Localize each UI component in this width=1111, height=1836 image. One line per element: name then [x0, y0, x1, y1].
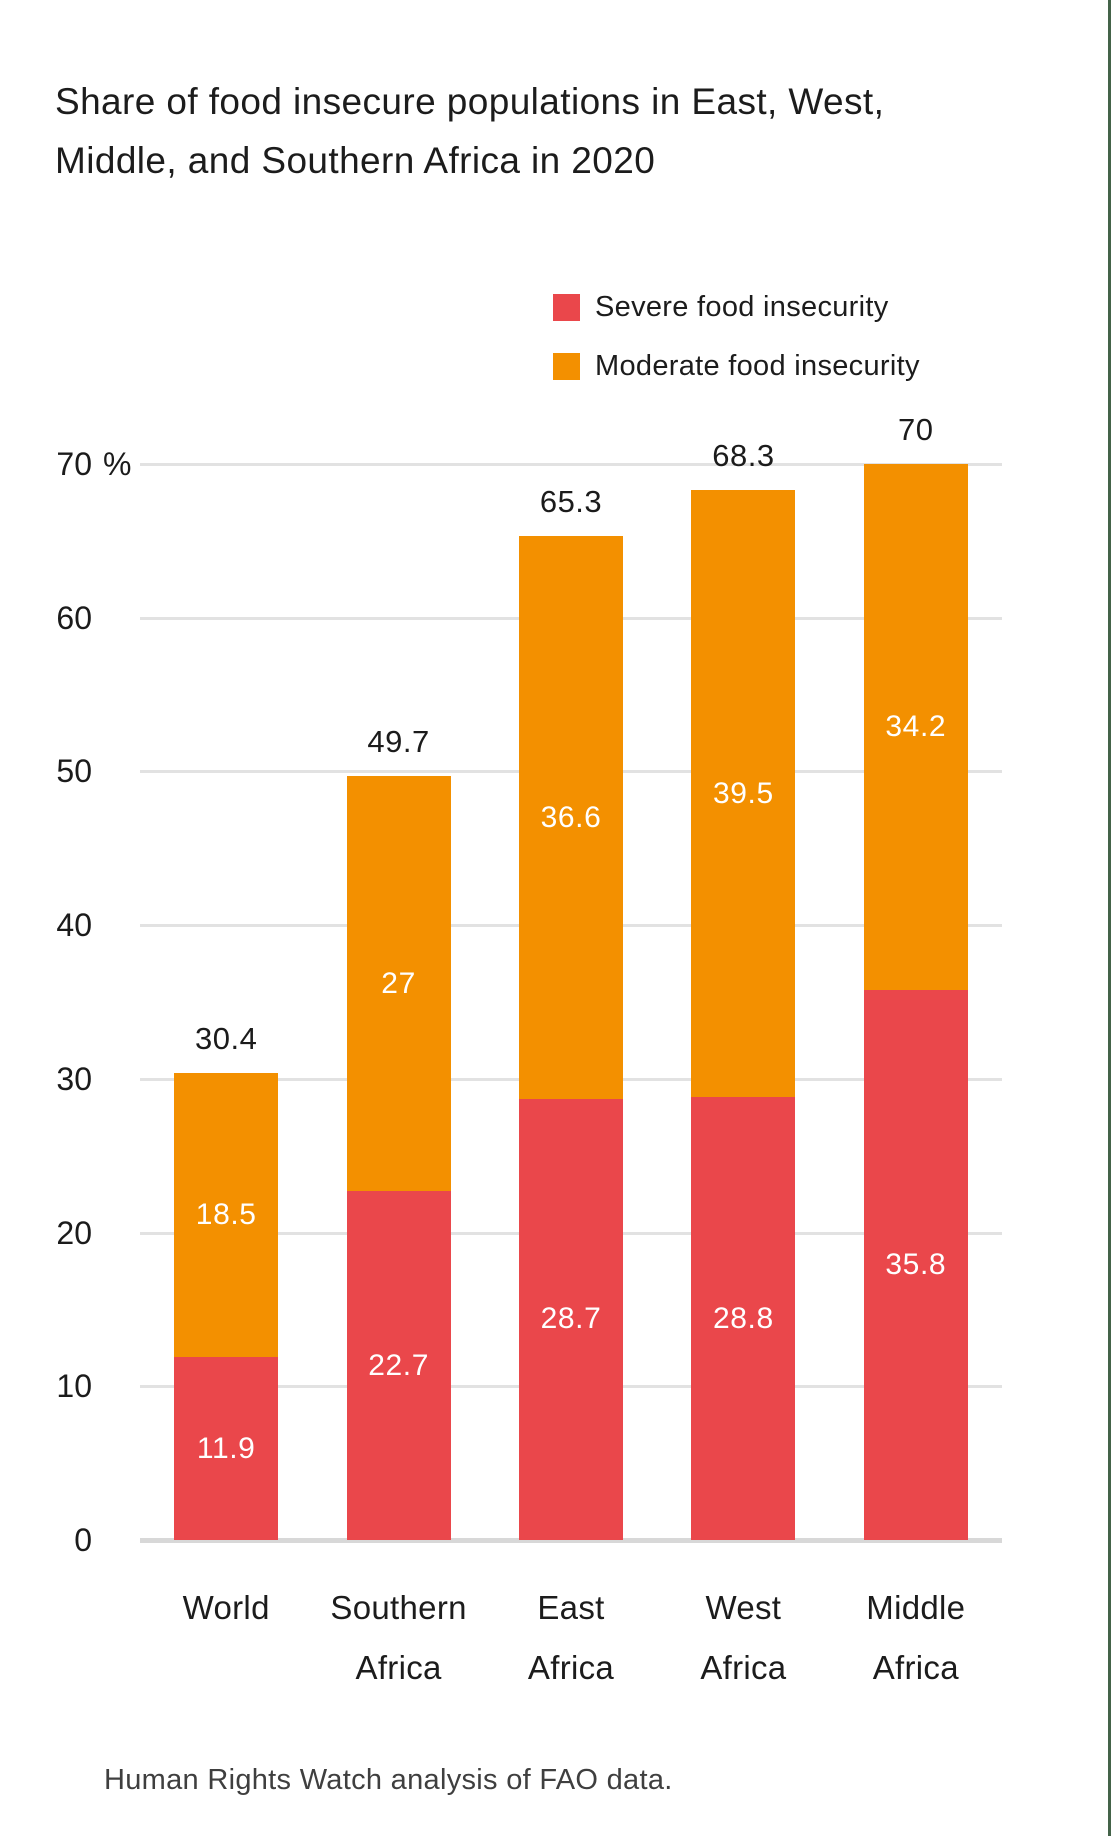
- y-axis-tick-label: 10: [56, 1368, 92, 1405]
- severe-bar-segment: 22.7: [346, 1191, 451, 1540]
- x-axis-category-label: Southern Africa: [330, 1589, 467, 1686]
- severe-color-swatch: [553, 293, 580, 321]
- source-note: Human Rights Watch analysis of FAO data.: [104, 1764, 673, 1796]
- bar-total-label: 65.3: [539, 484, 603, 520]
- legend-item-moderate: Moderate food insecurity: [553, 345, 920, 387]
- severe-bar-segment: 28.7: [519, 1098, 623, 1540]
- legend-label-moderate: Moderate food insecurity: [595, 349, 920, 382]
- severe-bar-segment: 11.9: [174, 1357, 279, 1540]
- x-axis-baseline: [140, 1538, 1002, 1543]
- moderate-bar-segment: 34.2: [863, 464, 968, 990]
- segment-value-label: 22.7: [368, 1348, 429, 1382]
- gridline: [140, 463, 1002, 466]
- segment-value-label: 39.5: [712, 776, 774, 810]
- y-axis-tick-label: 50: [56, 753, 92, 790]
- segment-value-label: 34.2: [885, 709, 947, 743]
- x-axis-category-label: West Africa: [700, 1589, 787, 1686]
- moderate-color-swatch: [553, 352, 580, 380]
- page-right-border: [1108, 0, 1111, 1836]
- segment-value-label: 28.7: [540, 1302, 602, 1336]
- bar-total-label: 49.7: [367, 724, 430, 760]
- segment-value-label: 28.8: [712, 1301, 774, 1335]
- legend-item-severe: Severe food insecurity: [553, 286, 920, 328]
- y-axis-tick-label: 40: [56, 907, 92, 944]
- severe-bar-segment: 28.8: [691, 1097, 796, 1540]
- bar-total-label: 30.4: [195, 1020, 258, 1056]
- bar-total-label: 68.3: [712, 438, 775, 474]
- y-axis-tick-label: 70: [56, 446, 92, 482]
- moderate-bar-segment: 27: [346, 776, 451, 1192]
- y-axis-unit-label: %: [103, 446, 132, 482]
- y-axis-tick-label: 20: [56, 1214, 92, 1251]
- severe-bar-segment: 35.8: [863, 989, 968, 1540]
- x-axis-category-label: World: [182, 1589, 270, 1626]
- chart-title-line-1: Share of food insecure populations in Ea…: [55, 81, 885, 122]
- y-axis-tick-label: 30: [56, 1060, 92, 1097]
- chart-title: Share of food insecure populations in Ea…: [55, 72, 1055, 190]
- moderate-bar-segment: 39.5: [691, 490, 796, 1098]
- legend-label-severe: Severe food insecurity: [595, 290, 889, 323]
- moderate-bar-segment: 36.6: [519, 536, 623, 1099]
- y-axis-tick-label: 60: [56, 599, 92, 636]
- moderate-bar-segment: 18.5: [174, 1072, 279, 1358]
- chart-title-line-2: Middle, and Southern Africa in 2020: [55, 140, 656, 181]
- bar-total-label: 70: [898, 412, 934, 447]
- segment-value-label: 18.5: [195, 1197, 257, 1231]
- y-axis-tick-label: 0: [74, 1522, 92, 1558]
- x-axis-category-label: Middle Africa: [866, 1589, 966, 1686]
- segment-value-label: 11.9: [196, 1431, 256, 1465]
- segment-value-label: 35.8: [885, 1247, 947, 1281]
- segment-value-label: 27: [381, 966, 416, 1000]
- x-axis-category-label: East Africa: [527, 1589, 615, 1686]
- legend: Severe food insecurity Moderate food ins…: [553, 286, 920, 387]
- segment-value-label: 36.6: [540, 800, 602, 834]
